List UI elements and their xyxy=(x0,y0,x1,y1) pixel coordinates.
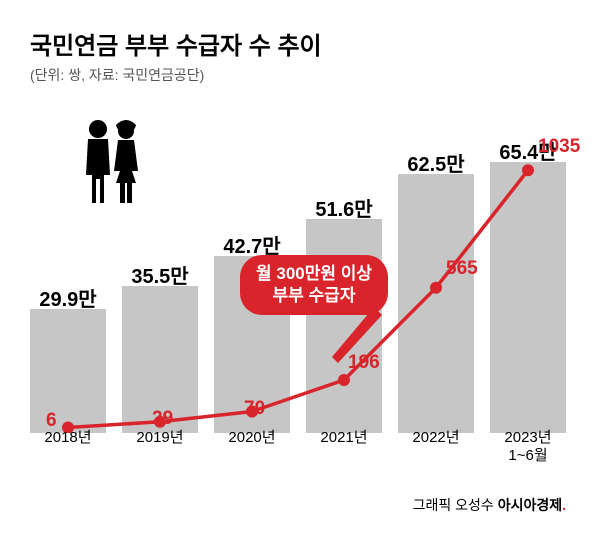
line-label-3: 196 xyxy=(348,352,380,374)
callout-line1: 월 300만원 이상 xyxy=(256,264,372,283)
x-label-3: 2021년 xyxy=(306,429,382,465)
x-label-2: 2020년 xyxy=(214,429,290,465)
x-label-1: 2019년 xyxy=(122,429,198,465)
line-label-4: 565 xyxy=(446,258,478,280)
x-label-4: 2022년 xyxy=(398,429,474,465)
chart-title: 국민연금 부부 수급자 수 추이 xyxy=(30,26,566,61)
bar-0 xyxy=(30,309,106,433)
x-label-0: 2018년 xyxy=(30,429,106,465)
bar-2023: 65.4만 xyxy=(490,162,566,433)
credit-line: 그래픽 오성수 아시아경제. xyxy=(413,495,566,515)
callout-line2: 부부 수급자 xyxy=(273,286,356,305)
bar-4 xyxy=(398,174,474,433)
credit-author: 그래픽 오성수 xyxy=(413,497,494,513)
bar-2022: 62.5만 xyxy=(398,174,474,433)
bar-label-3: 51.6만 xyxy=(315,193,372,222)
chart-subtitle: (단위: 쌍, 자료: 국민연금공단) xyxy=(30,65,566,85)
line-label-2: 70 xyxy=(244,398,265,420)
bar-label-4: 62.5만 xyxy=(407,148,464,177)
bar-label-0: 29.9만 xyxy=(39,283,96,312)
line-label-1: 29 xyxy=(152,408,173,430)
bar-2018: 29.9만 xyxy=(30,309,106,433)
credit-dot: . xyxy=(562,497,566,513)
x-label-5: 2023년1~6월 xyxy=(490,429,566,465)
x-axis-labels: 2018년 2019년 2020년 2021년 2022년 2023년1~6월 xyxy=(30,429,566,465)
line-label-5: 1035 xyxy=(538,136,580,158)
bar-5 xyxy=(490,162,566,433)
credit-brand: 아시아경제 xyxy=(498,497,562,513)
bar-label-1: 35.5만 xyxy=(131,260,188,289)
chart-area: 29.9만 35.5만 42.7만 51.6만 62.5만 65.4만 월 30… xyxy=(30,95,566,465)
